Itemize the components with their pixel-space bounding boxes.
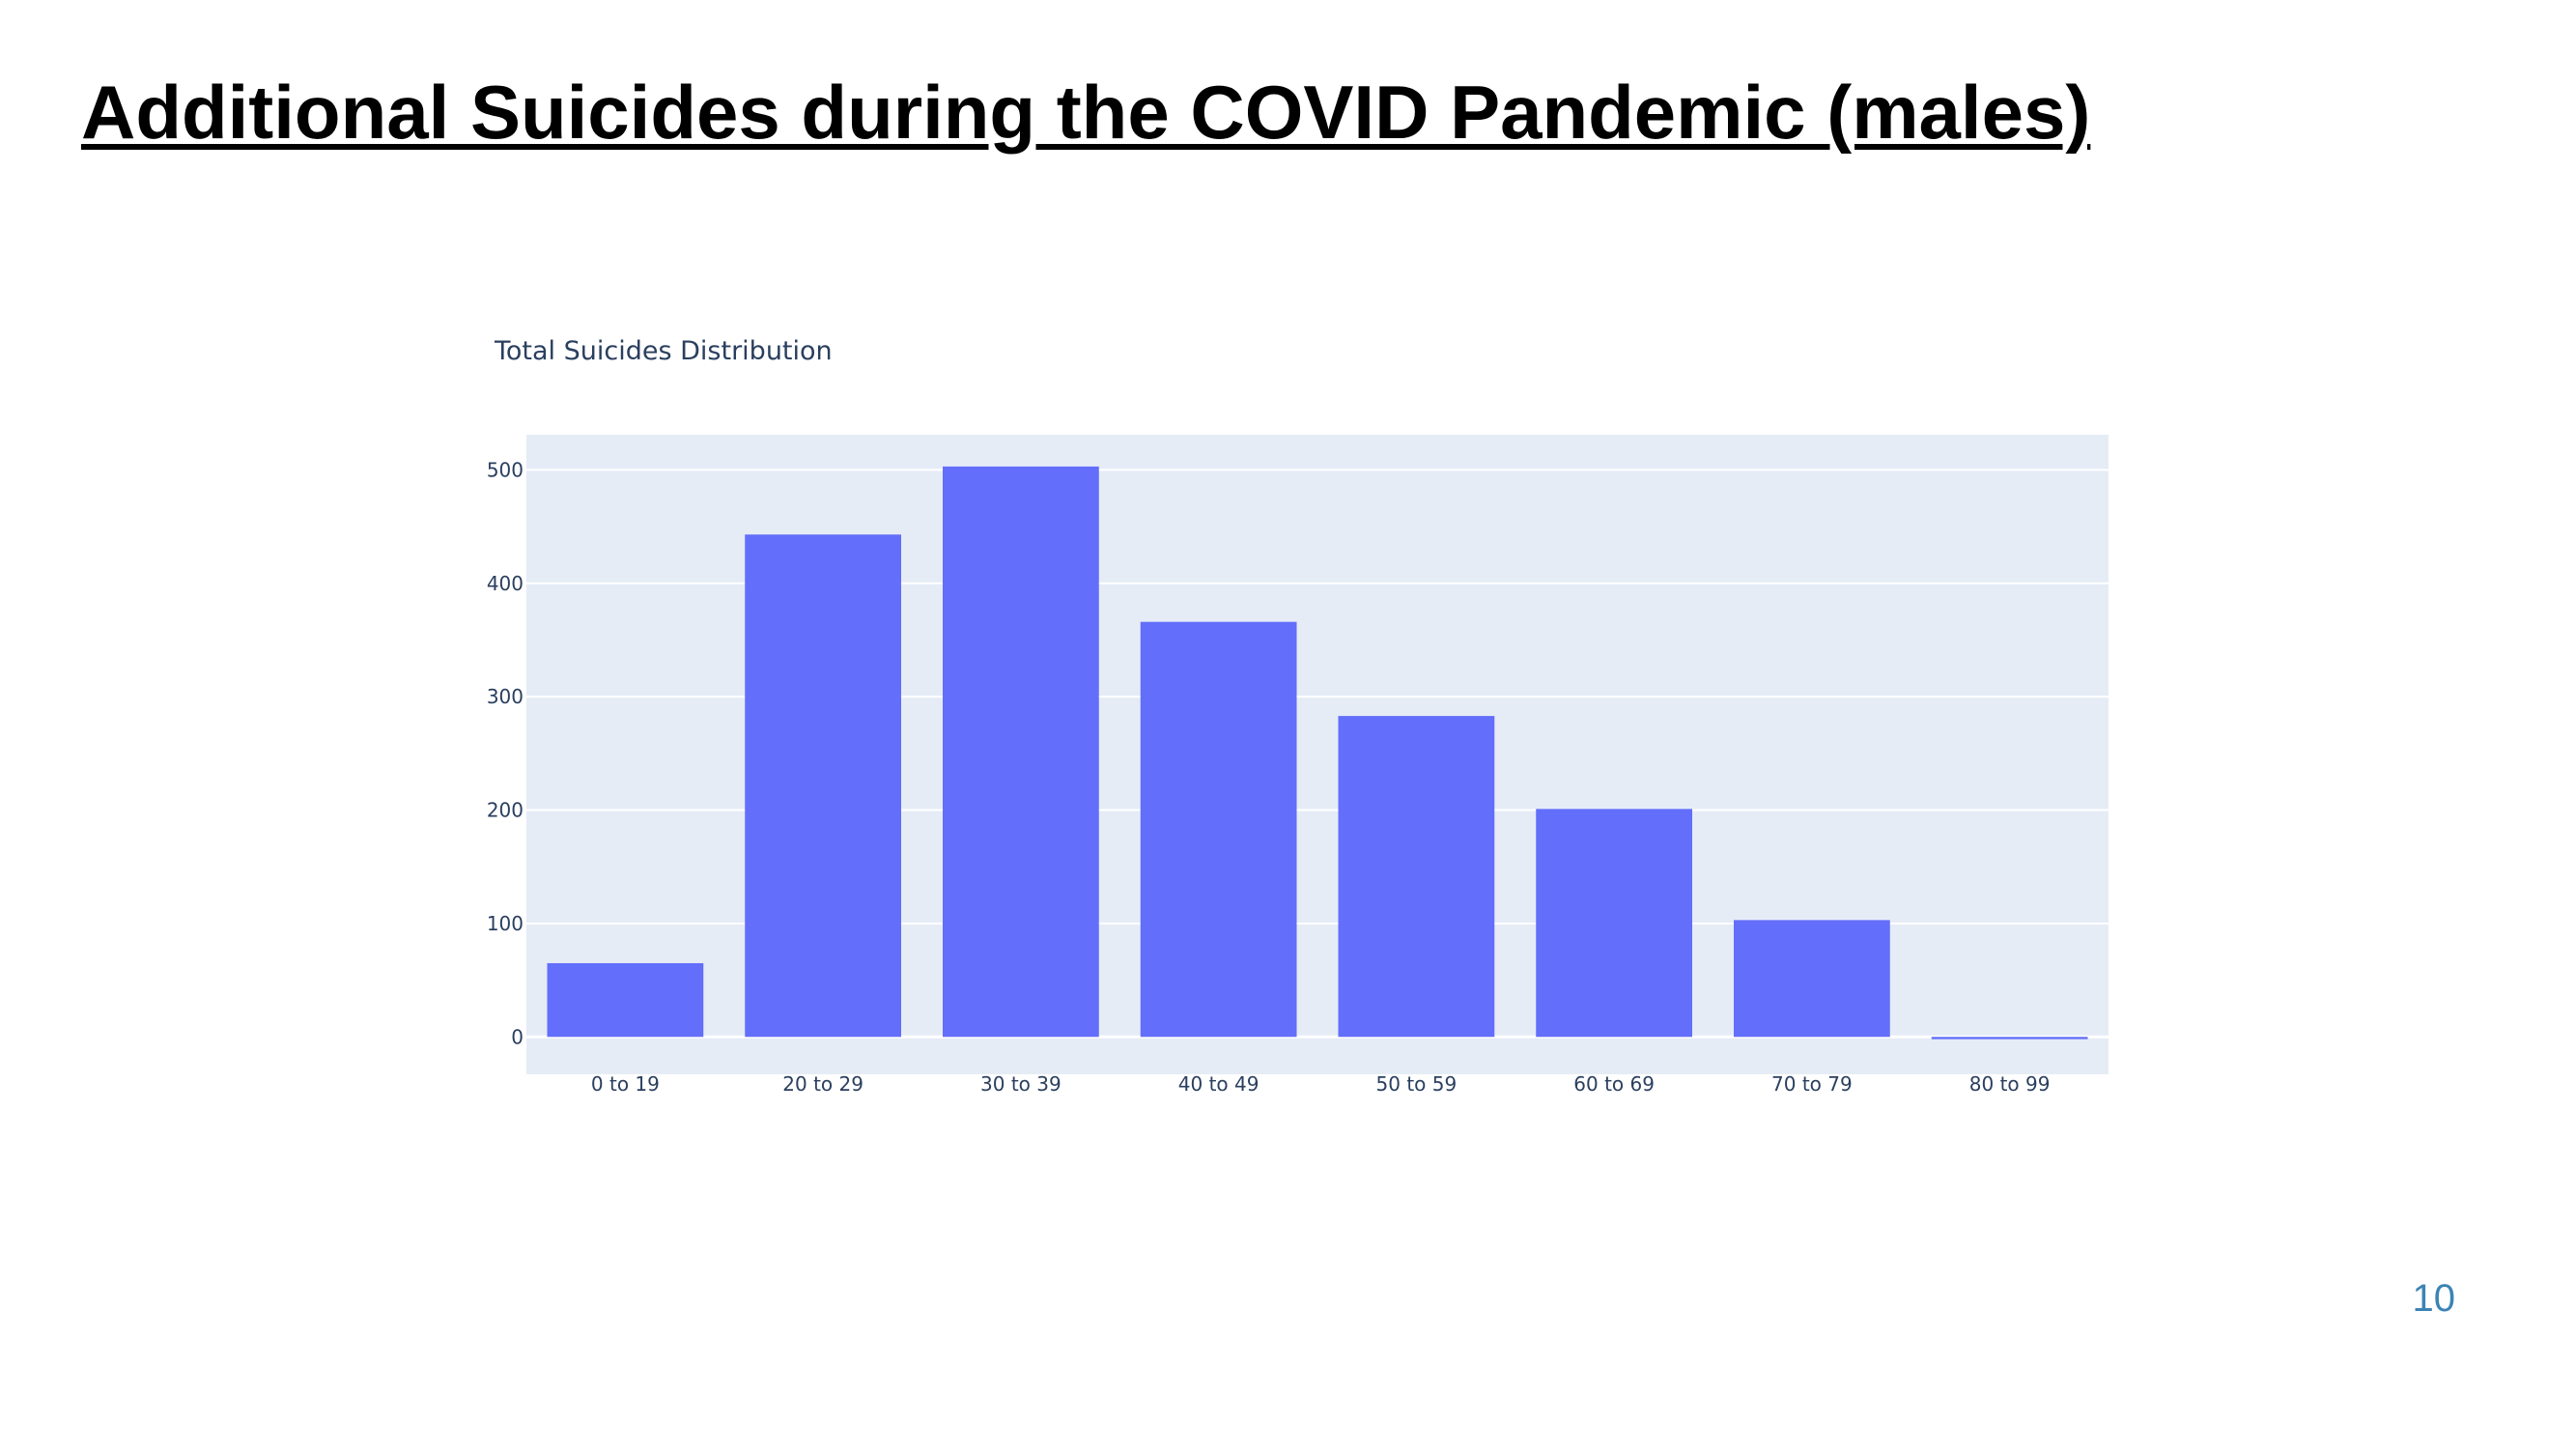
bar-40-to-49 <box>1140 621 1297 1038</box>
x-axis-ticks: 0 to 19 20 to 29 30 to 39 40 to 49 50 to 59 6… <box>591 1072 2051 1096</box>
y-tick-label: 100 <box>487 912 524 935</box>
bars <box>547 466 2088 1040</box>
x-tick-label: 30 to 39 <box>980 1072 1062 1096</box>
bar-0-to-19 <box>547 962 704 1038</box>
x-tick-label: 50 to 59 <box>1376 1072 1458 1096</box>
y-tick-label: 300 <box>487 685 524 708</box>
bar-60-to-69 <box>1536 809 1693 1038</box>
bar-50-to-59 <box>1338 716 1495 1038</box>
y-tick-label: 0 <box>511 1025 524 1048</box>
x-tick-label: 40 to 49 <box>1178 1072 1260 1096</box>
bar-20-to-29 <box>745 534 902 1038</box>
y-tick-label: 200 <box>487 799 524 822</box>
chart-title: Total Suicides Distribution <box>494 336 833 366</box>
y-axis-ticks: 0 100 200 300 400 500 <box>487 458 524 1048</box>
page-number: 10 <box>2412 1277 2456 1320</box>
x-tick-label: 20 to 29 <box>782 1072 863 1096</box>
x-tick-label: 60 to 69 <box>1573 1072 1655 1096</box>
bar-30-to-39 <box>942 466 1099 1038</box>
slide-title: Additional Suicides during the COVID Pan… <box>81 70 2091 155</box>
y-tick-label: 500 <box>487 458 524 481</box>
bar-80-to-99 <box>1931 1037 2088 1040</box>
bar-70-to-79 <box>1733 920 1890 1038</box>
x-tick-label: 0 to 19 <box>591 1072 660 1096</box>
x-tick-label: 70 to 79 <box>1771 1072 1853 1096</box>
y-tick-label: 400 <box>487 572 524 595</box>
x-tick-label: 80 to 99 <box>1969 1072 2051 1096</box>
